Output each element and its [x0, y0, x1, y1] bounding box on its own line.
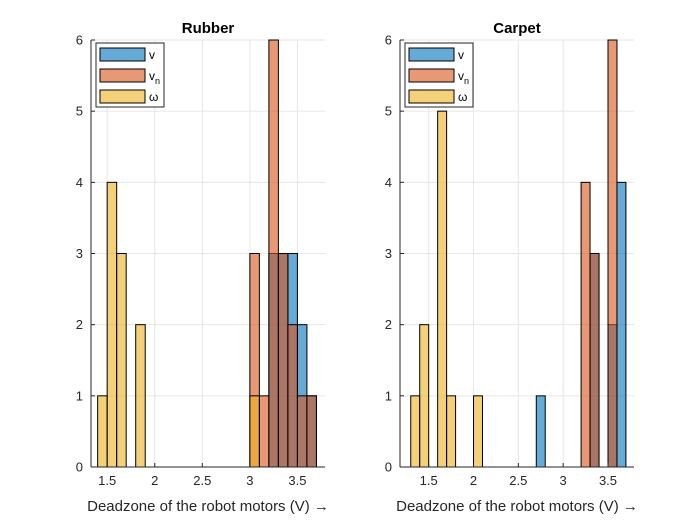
y-tick-label: 4	[76, 175, 83, 190]
bar-v_n	[296, 395, 308, 468]
bar-omega	[249, 395, 260, 468]
y-tick-label: 3	[385, 246, 392, 261]
legend-label-text: v	[458, 48, 464, 62]
legend-label-text: v	[458, 69, 464, 83]
y-tick-label: 5	[76, 104, 83, 119]
y-tick-label: 6	[385, 33, 392, 48]
y-tick-label: 2	[76, 317, 83, 332]
bar-v	[616, 181, 627, 468]
x-tick-label: 1.5	[420, 473, 438, 488]
x-tick-label: 2.5	[509, 473, 527, 488]
chart-title: Carpet	[493, 20, 541, 37]
bar-omega	[473, 395, 483, 468]
legend-swatch-v_n	[408, 68, 455, 83]
legend-label-text: v	[149, 69, 155, 83]
bar-v_n	[306, 395, 317, 468]
bar-omega	[419, 324, 430, 468]
legend-label-v_n: vn	[458, 69, 469, 86]
chart-panel-carpet: 1.5 2 2.5 3 3.5 0 1 2 3 4 5 6 Carpet Deadzone of the …	[385, 20, 638, 515]
bar-v_n	[607, 39, 618, 468]
legend-label-omega: ω	[458, 90, 467, 104]
x-axis-label: Deadzone of the robot motors (V) →	[87, 498, 329, 515]
y-tick-label: 6	[76, 33, 83, 48]
legend-swatch-v	[408, 47, 455, 62]
y-tick-label: 1	[385, 388, 392, 403]
legend-label-subscript: n	[155, 76, 160, 86]
bar-omega	[446, 395, 457, 468]
legend-label-omega: ω	[149, 90, 158, 104]
bar-v_n	[268, 39, 279, 468]
bar-v	[535, 395, 546, 468]
legend-swatch-omega	[408, 89, 455, 104]
bar-v_n	[258, 395, 270, 468]
chart-title: Rubber	[182, 20, 235, 37]
bar-v_n	[580, 181, 591, 468]
y-tick-label: 3	[76, 246, 83, 261]
legend-label-text: v	[149, 48, 155, 62]
bar-omega	[106, 181, 118, 468]
x-tick-label: 2	[151, 473, 158, 488]
x-tick-label: 3	[246, 473, 253, 488]
legend-swatch-v	[99, 47, 146, 62]
bar-omega	[116, 253, 127, 468]
y-tick-label: 1	[76, 388, 83, 403]
legend-label-v: v	[149, 48, 155, 62]
x-tick-label: 3.5	[288, 473, 306, 488]
bar-omega	[437, 110, 448, 468]
x-tick-label: 3	[560, 473, 567, 488]
bar-v_n	[287, 324, 298, 468]
y-tick-label: 5	[385, 104, 392, 119]
legend-swatch-v_n	[99, 68, 146, 83]
bar-omega	[410, 395, 421, 468]
x-tick-label: 2	[470, 473, 477, 488]
x-tick-label: 2.5	[193, 473, 211, 488]
y-tick-label: 0	[76, 460, 83, 475]
y-tick-label: 4	[385, 175, 392, 190]
bar-omega	[135, 324, 146, 468]
legend-label-text: ω	[149, 90, 158, 104]
chart-panel-rubber: 1.5 2 2.5 3 3.5 0 1 2 3 4 5 6 Rubber Deadzone of the …	[76, 20, 329, 515]
y-tick-label: 0	[385, 460, 392, 475]
legend-label-v_n: vn	[149, 69, 160, 86]
legend-label-v: v	[458, 48, 464, 62]
x-tick-label: 1.5	[98, 473, 116, 488]
legend-label-text: ω	[458, 90, 467, 104]
bar-omega	[97, 395, 108, 468]
bar-v_n	[589, 253, 600, 468]
x-axis-label: Deadzone of the robot motors (V) →	[396, 498, 638, 515]
x-tick-label: 3.5	[599, 473, 617, 488]
legend-label-subscript: n	[464, 76, 469, 86]
y-tick-label: 2	[385, 317, 392, 332]
legend-swatch-omega	[99, 89, 146, 104]
bar-v_n	[277, 253, 289, 468]
